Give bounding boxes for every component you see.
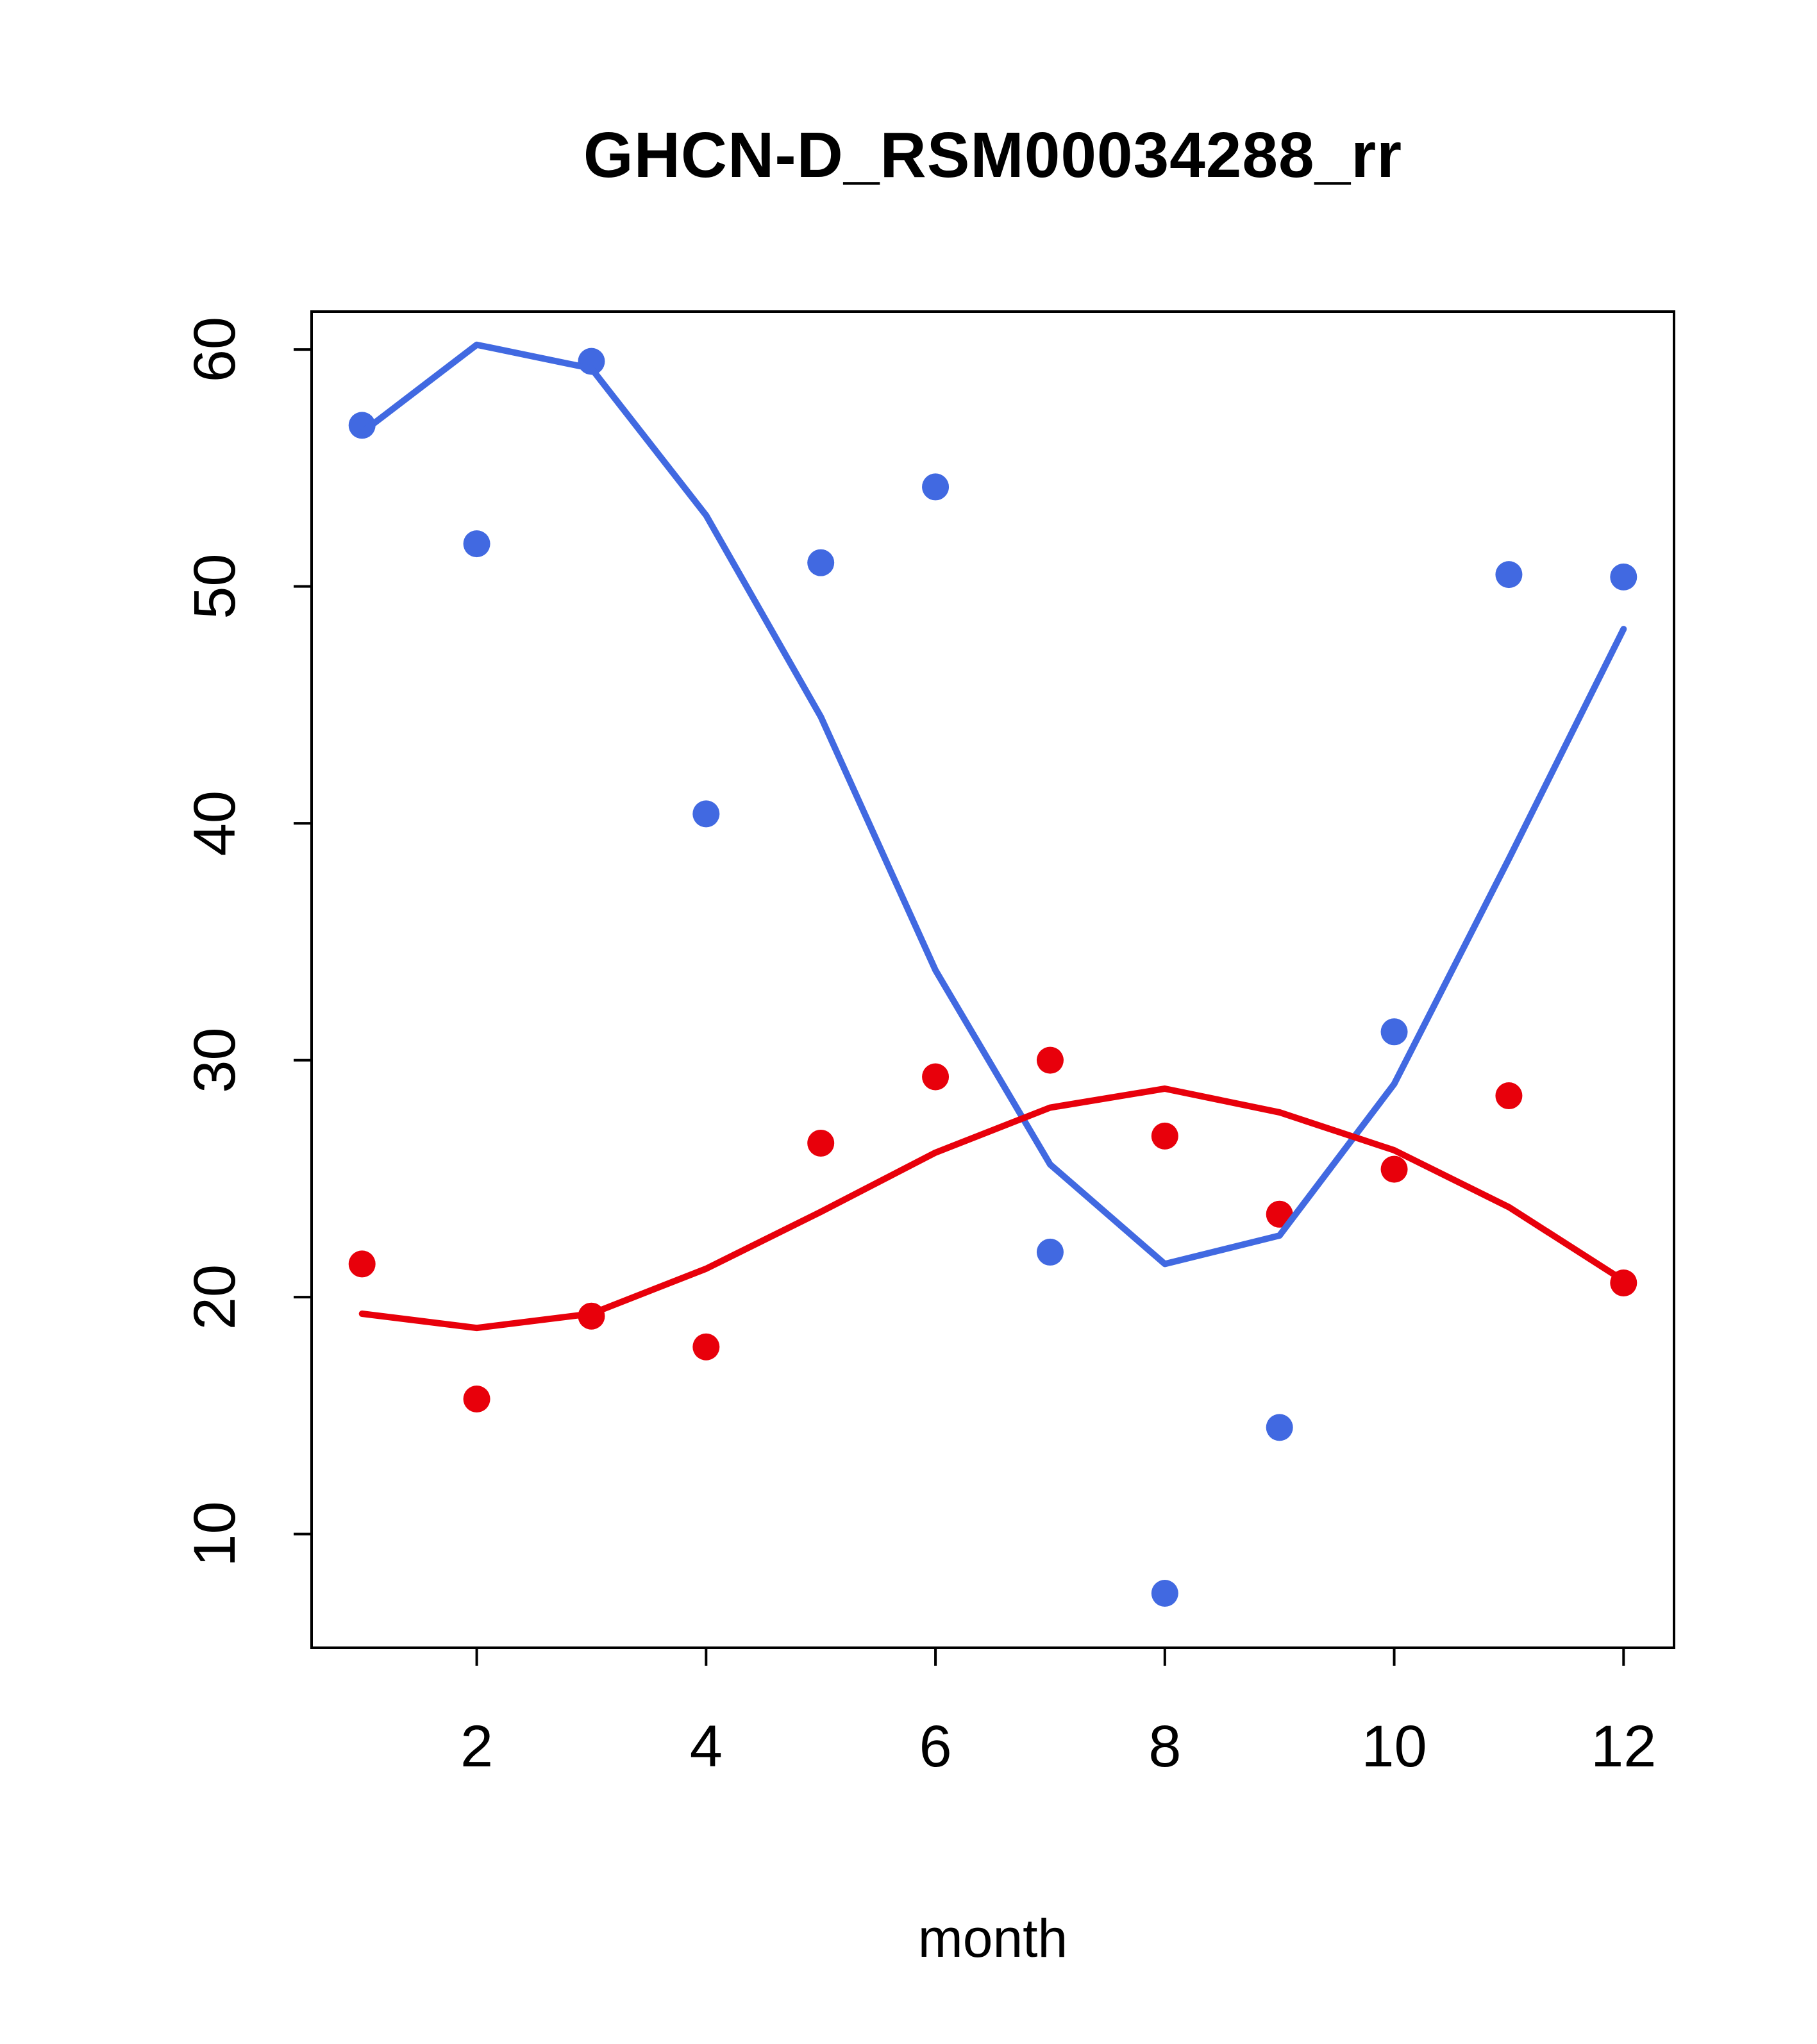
x-axis-tick-label: 12 (1591, 1714, 1656, 1779)
blue-points-marker (348, 412, 376, 439)
x-axis-tick-label: 8 (1148, 1714, 1181, 1779)
plot-border (310, 310, 1675, 1649)
red-points-marker (1495, 1082, 1523, 1110)
x-axis-tick-label: 4 (690, 1714, 723, 1779)
red-points-marker (1151, 1122, 1178, 1150)
blue-points-marker (1266, 1414, 1293, 1441)
red-points-marker (1036, 1046, 1064, 1074)
blue-points-marker (807, 549, 835, 576)
red-points-marker (692, 1333, 720, 1361)
x-axis-tick-label: 10 (1361, 1714, 1427, 1779)
y-axis-tick-label: 40 (182, 791, 247, 856)
blue-points-marker (692, 800, 720, 828)
blue-points-marker (1610, 563, 1637, 591)
red-points-marker (1266, 1200, 1293, 1228)
blue-points-marker (1380, 1018, 1408, 1046)
x-axis-tick-label: 2 (460, 1714, 493, 1779)
blue-points-marker (922, 473, 950, 501)
x-axis-tick-label: 6 (919, 1714, 951, 1779)
blue-points-marker (1036, 1238, 1064, 1266)
red-points-marker (922, 1063, 950, 1091)
red-points-marker (1380, 1155, 1408, 1183)
y-axis-tick-label: 10 (182, 1501, 247, 1566)
y-axis-tick-label: 20 (182, 1264, 247, 1330)
red-points-marker (463, 1386, 490, 1413)
y-axis-tick-label: 60 (182, 317, 247, 382)
red-smooth-line (358, 1085, 1627, 1332)
red-points-marker (348, 1250, 376, 1278)
blue-smooth-line (358, 341, 1627, 1268)
x-axis-label: month (917, 1908, 1068, 1968)
blue-points-marker (1495, 561, 1523, 589)
chart-title: GHCN-D_RSM00034288_rr (583, 119, 1403, 191)
y-axis-tick-label: 30 (182, 1027, 247, 1093)
blue-points-marker (463, 530, 490, 558)
blue-points-marker (1151, 1580, 1178, 1607)
red-points-marker (807, 1129, 835, 1157)
y-axis-tick-label: 50 (182, 553, 247, 619)
